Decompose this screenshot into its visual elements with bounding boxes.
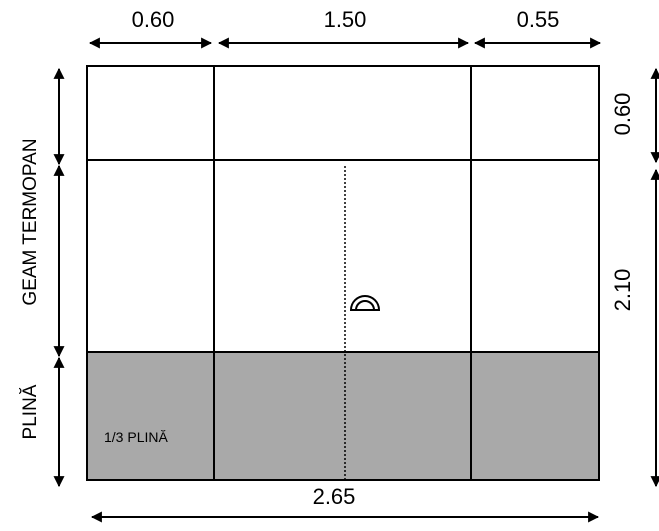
panel-label-solid-fraction: 1/3 PLINĂ [104,429,168,445]
dim-label-top-right: 0.55 [517,7,560,32]
solid-panel [87,352,599,480]
zone-label-glass: GEAM TERMOPAN [20,138,41,305]
zone-label-solid: PLINĂ [20,384,41,439]
dim-label-top-left: 0.60 [132,7,175,32]
dim-label-top-middle: 1.50 [324,7,367,32]
window-frame [86,65,600,481]
dim-label-bottom-total: 2.65 [313,484,356,509]
handle-icon [349,295,381,311]
dim-label-right-bottom: 2.10 [610,269,635,312]
dim-label-right-top: 0.60 [610,93,635,136]
